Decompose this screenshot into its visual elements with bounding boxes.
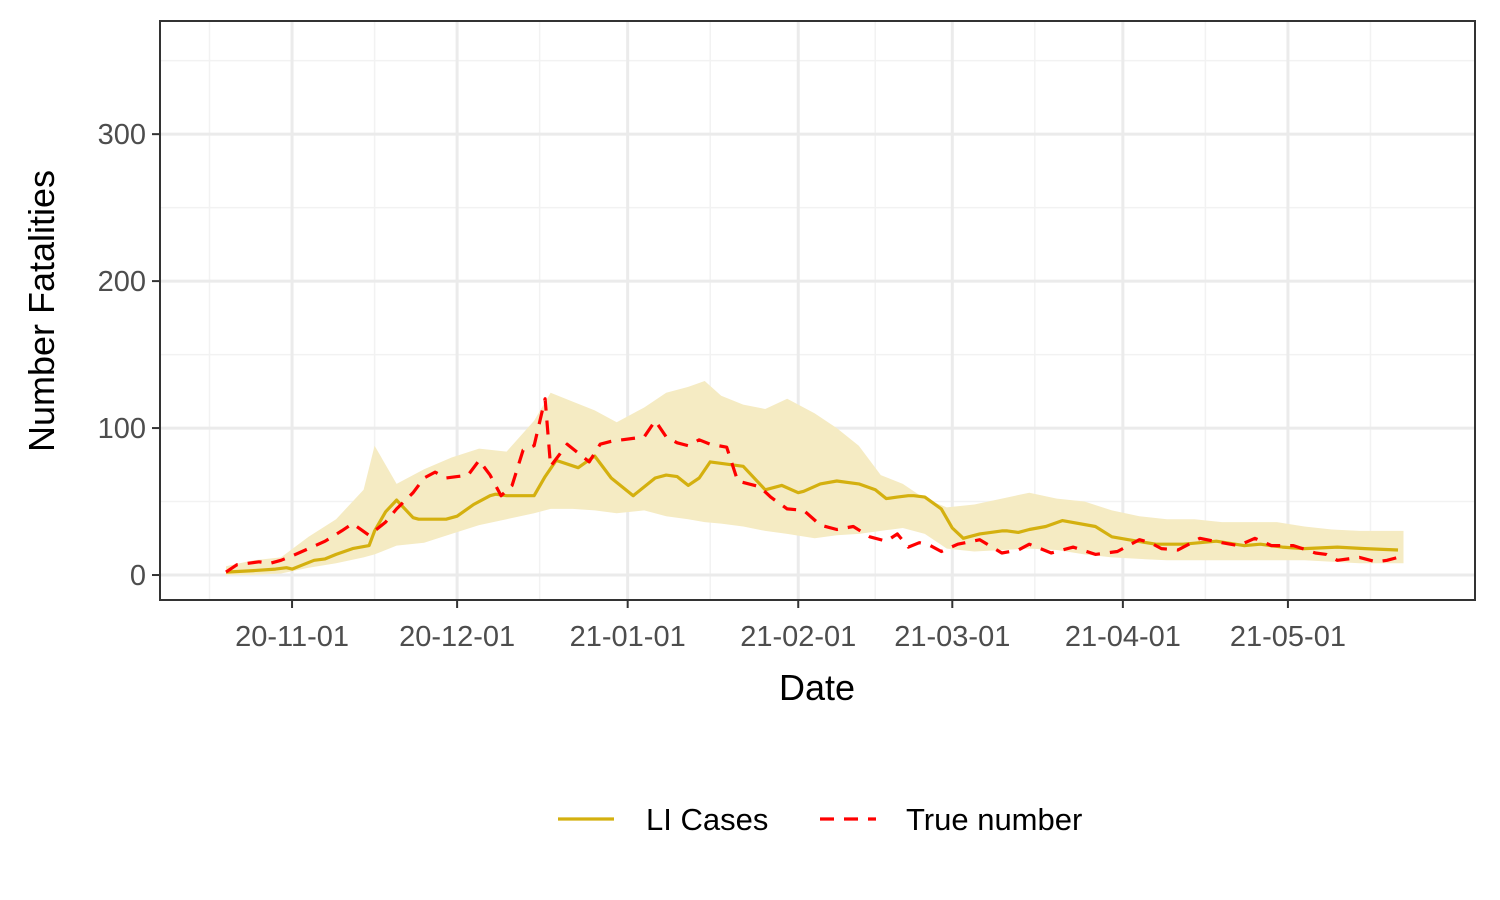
x-tick-label: 20-11-01: [235, 621, 349, 653]
axes: 0 100 200 300 20-11-01 20-12-01 21-01-01 21-02-…: [98, 119, 1346, 653]
plot-panel-border: [159, 20, 1476, 601]
legend-label-0: LI Cases: [646, 802, 768, 837]
y-tick-label: 200: [98, 266, 146, 298]
x-tick-label: 21-02-01: [740, 621, 856, 653]
x-tick-label: 21-03-01: [894, 621, 1010, 653]
confidence-band-layer: [226, 381, 1404, 575]
series-lines-layer: [225, 397, 1399, 574]
y-tick-label: 0: [130, 560, 146, 592]
x-tick-label: 20-12-01: [399, 621, 515, 653]
series-line-0: [225, 454, 1399, 574]
confidence-band-li-cases: [226, 381, 1404, 575]
x-axis-title: Date: [779, 667, 855, 708]
series-line-1: [225, 397, 1399, 574]
y-tick-label: 100: [98, 413, 146, 445]
y-tick-label: 300: [98, 119, 146, 151]
legend: LI Cases True number: [558, 802, 1082, 837]
x-tick-label: 21-04-01: [1065, 621, 1181, 653]
x-tick-label: 21-01-01: [570, 621, 686, 653]
legend-label-1: True number: [906, 802, 1082, 837]
x-tick-label: 21-05-01: [1230, 621, 1346, 653]
y-axis-title: Number Fatalities: [21, 170, 62, 452]
